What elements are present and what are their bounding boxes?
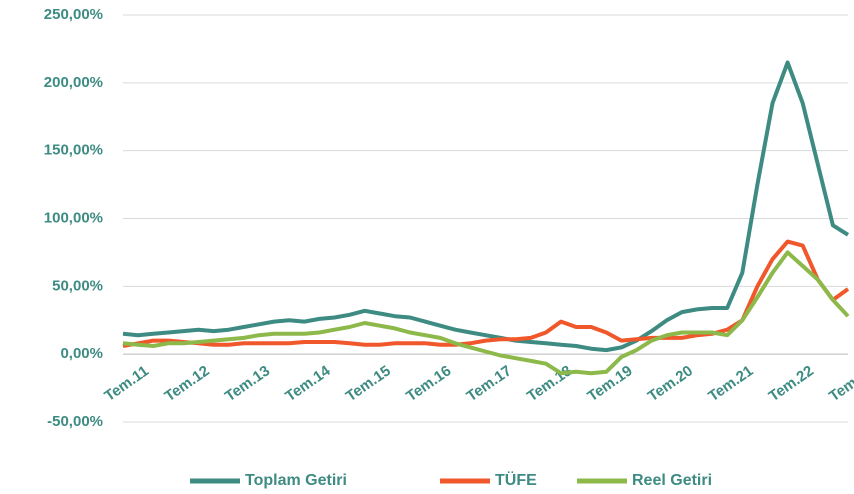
legend-label: Toplam Getiri — [245, 472, 347, 489]
series-line — [122, 60, 850, 353]
x-tick-label: Tem.15 — [343, 362, 394, 405]
x-tick-label: Tem.21 — [705, 362, 756, 405]
y-tick-label: 250,00% — [44, 6, 103, 23]
x-tick-label: Tem.16 — [403, 362, 454, 405]
x-tick-label: Tem.11 — [101, 362, 152, 404]
x-tick-label: Tem.13 — [222, 362, 273, 405]
x-tick-label: Tem.17 — [464, 362, 515, 405]
legend-label: TÜFE — [495, 470, 537, 489]
y-tick-label: 50,00% — [52, 277, 103, 294]
x-tick-label: Tem.22 — [766, 362, 817, 405]
y-tick-label: 100,00% — [44, 209, 103, 226]
series-line — [122, 250, 850, 376]
x-tick-label: Tem.12 — [162, 362, 213, 405]
x-tick-label: Tem.18 — [524, 362, 575, 405]
legend-label: Reel Getiri — [632, 472, 712, 489]
y-tick-label: -50,00% — [47, 413, 103, 430]
y-tick-label: 150,00% — [44, 142, 103, 159]
y-tick-label: 200,00% — [44, 74, 103, 91]
series-line — [122, 239, 850, 348]
x-tick-label: Tem.20 — [645, 362, 696, 405]
x-tick-label: Tem.23 — [826, 362, 854, 405]
y-tick-label: 0,00% — [60, 345, 103, 362]
x-tick-label: Tem.14 — [282, 362, 334, 405]
